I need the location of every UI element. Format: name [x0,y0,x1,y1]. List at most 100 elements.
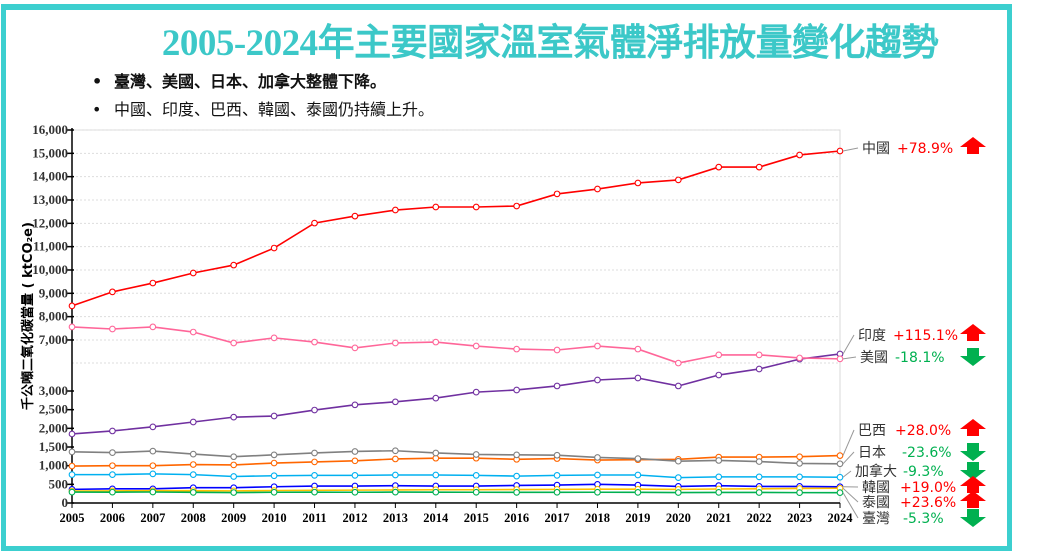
data-point [230,473,238,480]
data-point [432,449,440,457]
data-point [634,471,642,479]
y-tick-label: 12,000 [32,215,68,230]
data-point [392,447,399,455]
x-tick-label: 2012 [342,511,367,525]
y-tick-label: 1,500 [39,439,68,454]
leader-line [842,451,855,465]
data-point [715,371,723,379]
series-label: 加拿大 [855,463,897,480]
data-point [68,488,76,496]
arrow-up-icon [960,476,986,493]
data-point [68,302,76,310]
data-point [311,449,318,457]
data-point [351,448,359,455]
y-tick-label: 10,000 [32,262,68,277]
data-point [311,338,318,346]
data-point [472,472,480,479]
series-5: 加拿大 -9.3% [68,462,986,481]
x-tick-label: 2023 [787,511,812,525]
data-point [553,451,561,459]
y-tick-label: 16,000 [32,122,68,137]
data-point [472,451,480,458]
x-tick-label: 2007 [140,511,165,525]
x-tick-label: 2024 [828,511,854,525]
bullet-list: • 臺灣、美國、日本、加拿大整體下降。 • 中國、印度、巴西、韓國、泰國仍持續上升。 [92,70,434,126]
data-point [68,323,76,331]
data-point [149,279,157,287]
arrow-up-icon [960,419,986,436]
data-point [796,151,803,159]
data-point [351,472,359,479]
y-tick-label: 0 [62,495,69,510]
data-point [392,488,399,496]
data-point [755,365,763,373]
data-point [311,472,318,479]
series-6: 韓國 +19.0% [68,476,986,496]
series-line [71,454,841,467]
data-point [432,471,440,479]
data-point [594,376,601,384]
series-change: +19.0% [900,480,956,496]
series-8: 臺灣 -5.3% [68,488,986,527]
data-point [149,323,157,331]
data-point [553,190,561,198]
series-change: -5.3% [903,511,944,527]
data-point [755,163,763,171]
data-point [149,470,157,478]
data-point [149,423,157,431]
data-point [109,449,116,456]
series-line [71,150,841,307]
data-point [351,457,359,465]
data-point [270,334,278,342]
y-tick-label: 8,000 [39,309,68,324]
data-point [392,455,399,463]
data-point [796,473,803,481]
data-point [68,448,76,456]
series-change: -9.3% [903,464,944,480]
arrow-up-icon [960,137,986,154]
data-point [594,454,601,461]
data-point [715,351,723,359]
x-tick-label: 2020 [666,511,691,525]
bullet-item: • 臺灣、美國、日本、加拿大整體下降。 [92,72,387,91]
data-point [594,185,601,193]
data-point [230,453,238,461]
series-line [71,487,841,492]
data-point [109,325,116,333]
y-tick-label: 14,000 [32,169,68,184]
data-point [594,342,601,350]
series-line [71,491,841,494]
series-label: 泰國 [862,495,890,511]
data-point [634,374,642,382]
arrow-down-icon [960,348,986,366]
x-tick-label: 2014 [423,511,449,525]
page-title: 2005-2024年主要國家溫室氣體淨排放量變化趨勢 [161,23,939,64]
data-point [796,460,803,467]
data-point [553,382,561,390]
series-2: 美國 -18.1% [68,323,986,367]
x-tick-label: 2005 [60,511,85,525]
leader-line [842,487,859,503]
data-point [109,488,116,496]
data-point [149,488,157,496]
data-point [270,244,278,252]
data-point [432,488,440,496]
y-tick-label: 13,000 [32,192,68,207]
x-tick-label: 2013 [383,511,408,525]
series-line [71,449,841,465]
data-point [189,328,197,336]
data-point [836,473,844,481]
data-point [189,461,197,468]
data-point [311,488,318,496]
data-point [553,488,561,496]
series-0: 中國 +78.9% [68,137,986,310]
data-point [472,388,480,396]
series-3: 巴西 +28.0% [68,419,986,470]
data-point [311,406,318,414]
data-point [270,451,278,459]
data-point [189,489,197,496]
leader-line [842,334,855,355]
data-point [674,489,682,496]
data-point [270,488,278,496]
data-point [674,359,682,367]
